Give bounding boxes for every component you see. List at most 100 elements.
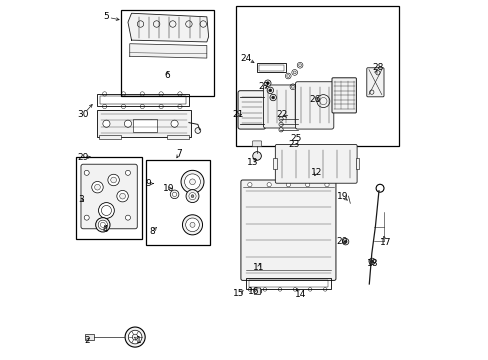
Text: 16: 16: [247, 287, 259, 296]
Polygon shape: [128, 13, 208, 42]
Circle shape: [266, 82, 269, 85]
Text: 17: 17: [379, 238, 390, 247]
Bar: [121, 10, 214, 96]
Text: 19: 19: [336, 192, 347, 201]
Circle shape: [191, 195, 194, 198]
Polygon shape: [85, 334, 94, 340]
Polygon shape: [129, 44, 206, 58]
Circle shape: [293, 71, 296, 74]
Text: 2: 2: [84, 336, 89, 345]
Circle shape: [189, 179, 195, 185]
Circle shape: [268, 89, 271, 92]
Circle shape: [252, 152, 261, 160]
Circle shape: [128, 330, 142, 344]
FancyBboxPatch shape: [263, 85, 299, 128]
Bar: [259, 65, 283, 71]
Text: 1: 1: [136, 336, 142, 345]
Circle shape: [84, 215, 89, 220]
Circle shape: [185, 190, 199, 203]
Bar: [235, 6, 398, 146]
Bar: [167, 135, 188, 139]
Circle shape: [172, 192, 176, 197]
Circle shape: [370, 260, 373, 263]
FancyBboxPatch shape: [275, 144, 356, 183]
Text: 9: 9: [145, 179, 151, 188]
Circle shape: [184, 174, 200, 190]
Bar: [133, 119, 156, 132]
Text: 25: 25: [289, 134, 301, 143]
FancyBboxPatch shape: [252, 141, 261, 147]
Text: 26: 26: [309, 95, 321, 104]
Circle shape: [195, 128, 201, 134]
Circle shape: [110, 177, 116, 183]
Circle shape: [266, 183, 271, 187]
Circle shape: [170, 190, 179, 199]
Circle shape: [181, 170, 203, 193]
Circle shape: [185, 21, 192, 27]
Bar: [246, 278, 330, 289]
Circle shape: [368, 258, 375, 265]
Text: 7: 7: [176, 149, 182, 158]
Circle shape: [117, 190, 128, 202]
Circle shape: [92, 181, 103, 193]
FancyBboxPatch shape: [366, 68, 383, 97]
Circle shape: [124, 120, 131, 127]
FancyBboxPatch shape: [295, 82, 333, 129]
Text: 23: 23: [288, 140, 299, 149]
Bar: [76, 157, 142, 239]
Circle shape: [305, 183, 309, 187]
Circle shape: [108, 174, 119, 186]
Circle shape: [247, 183, 251, 187]
Circle shape: [190, 222, 195, 227]
Circle shape: [137, 21, 143, 27]
Circle shape: [278, 117, 283, 121]
Circle shape: [342, 238, 348, 245]
Circle shape: [185, 218, 199, 231]
Text: 20: 20: [336, 237, 347, 246]
Circle shape: [188, 193, 196, 200]
Circle shape: [94, 184, 100, 190]
Circle shape: [278, 128, 283, 132]
Text: 15: 15: [232, 289, 244, 298]
FancyBboxPatch shape: [254, 288, 260, 294]
FancyBboxPatch shape: [331, 78, 356, 113]
Circle shape: [182, 215, 202, 235]
Circle shape: [324, 183, 328, 187]
Text: 4: 4: [102, 225, 108, 234]
Circle shape: [200, 21, 206, 27]
Circle shape: [298, 64, 301, 67]
Text: 14: 14: [295, 289, 306, 298]
Text: 18: 18: [366, 259, 378, 268]
Bar: [249, 280, 327, 287]
Text: 12: 12: [310, 168, 321, 177]
Circle shape: [266, 87, 273, 94]
Circle shape: [125, 170, 130, 175]
Circle shape: [125, 215, 130, 220]
Circle shape: [125, 327, 145, 347]
Circle shape: [278, 122, 283, 127]
Circle shape: [169, 21, 176, 27]
Bar: [273, 158, 276, 169]
Text: 21: 21: [232, 110, 244, 119]
Circle shape: [84, 170, 89, 175]
Circle shape: [264, 80, 270, 86]
Bar: [100, 96, 185, 104]
Text: 30: 30: [77, 110, 89, 119]
FancyBboxPatch shape: [81, 164, 137, 229]
Circle shape: [99, 203, 114, 219]
Circle shape: [344, 240, 346, 243]
Bar: [355, 158, 359, 169]
Circle shape: [153, 21, 160, 27]
Text: 10: 10: [163, 184, 174, 193]
Circle shape: [147, 120, 155, 127]
Bar: [257, 63, 285, 72]
Text: 13: 13: [246, 158, 258, 167]
Text: 28: 28: [372, 63, 383, 72]
Bar: [145, 160, 210, 244]
Circle shape: [171, 120, 178, 127]
Circle shape: [286, 75, 289, 77]
Circle shape: [120, 193, 125, 199]
Bar: [99, 135, 121, 139]
Text: 29: 29: [77, 153, 89, 162]
Circle shape: [102, 120, 110, 127]
